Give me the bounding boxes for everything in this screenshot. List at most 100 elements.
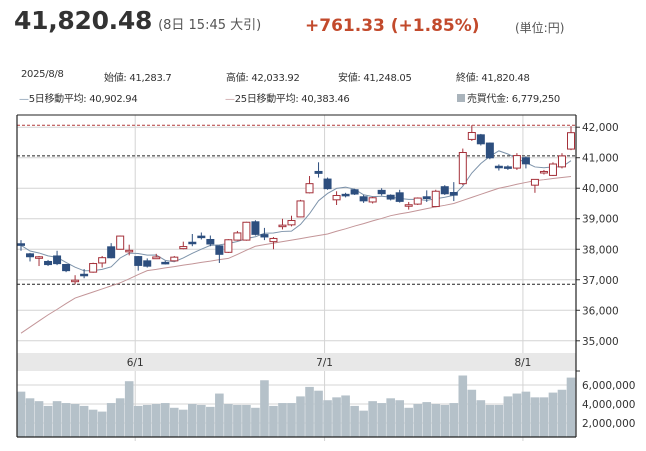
candle-body [71, 279, 80, 283]
candle-body [296, 200, 305, 218]
candle-body [341, 193, 350, 197]
legend-ma25: —25日移動平均: 40,383.46 [225, 90, 350, 105]
candle [359, 194, 368, 203]
volume-bar [133, 405, 143, 437]
candle [557, 153, 566, 169]
candle-body [224, 239, 233, 253]
candle [548, 162, 557, 177]
date-label: 7/1 [316, 357, 333, 369]
candle [404, 201, 413, 210]
candle [134, 255, 143, 271]
candle-body [179, 246, 188, 250]
candle-body [386, 194, 395, 200]
volume-bar [467, 389, 477, 437]
volume-tick-label: 6,000,000 [582, 380, 635, 392]
candle-body [449, 192, 458, 196]
volume-bar [260, 380, 269, 437]
candle-body [26, 253, 35, 258]
candle [386, 194, 395, 201]
volume-bar [215, 393, 224, 437]
date-band [17, 353, 576, 371]
candle-body [503, 166, 512, 169]
volume-bar [296, 396, 305, 437]
unit-label: (単位:円) [515, 21, 565, 35]
candle-body [35, 256, 44, 259]
candle-body [107, 246, 116, 259]
ma5-line [20, 150, 572, 272]
info-close: 終値: 41,820.48 [456, 73, 530, 84]
candle-body [206, 238, 215, 245]
volume-bar [305, 386, 314, 437]
volume-bar [188, 404, 197, 437]
candle-body [467, 132, 476, 140]
candle-body [53, 255, 62, 265]
volume-bar [566, 377, 576, 437]
candle [350, 188, 359, 195]
candle-body [143, 260, 152, 267]
candle [449, 182, 458, 202]
candle [458, 148, 467, 186]
ma25-swatch: — [225, 94, 235, 105]
volume-bar [278, 403, 287, 437]
volume-bar [449, 403, 459, 437]
candle-body [368, 197, 377, 203]
volume-bar [332, 397, 341, 437]
volume-bar [557, 389, 567, 437]
candle [206, 235, 215, 247]
volume-bar [386, 398, 395, 437]
candle [188, 234, 197, 247]
volume-bar [485, 404, 495, 437]
quote-datetime: (8日 15:45 大引) [158, 18, 262, 33]
volume-bar [413, 404, 423, 437]
candle-body [350, 189, 359, 195]
candle-body [422, 196, 431, 200]
volume-bar [440, 404, 450, 437]
volume-bar [233, 404, 242, 437]
info-high: 高値: 42,033.92 [226, 73, 300, 84]
volume-bar [503, 396, 513, 437]
volume-bar [431, 404, 441, 437]
candle [116, 235, 125, 250]
candle [323, 177, 332, 190]
volume-bar [224, 404, 233, 437]
volume-bar [251, 407, 260, 437]
volume-bar [88, 409, 98, 437]
candle-body [557, 155, 566, 168]
volume-bar [178, 409, 188, 437]
candle [26, 252, 35, 262]
volume-bar [530, 397, 540, 437]
candle [413, 197, 422, 206]
candle [422, 190, 431, 202]
candle-body [269, 237, 278, 243]
volume-bar [52, 401, 62, 437]
candle [125, 244, 134, 256]
candle [71, 275, 80, 285]
candle-body [512, 155, 521, 169]
candle [476, 133, 485, 146]
candle [332, 191, 341, 206]
candle-body [305, 183, 314, 194]
candle-body [314, 170, 323, 174]
candle-body [567, 132, 575, 150]
candle-body [485, 142, 494, 159]
volume-bar [512, 393, 522, 437]
price-tick-label: 39,000 [582, 214, 619, 226]
volume-bar [548, 392, 558, 437]
candle-body [323, 178, 332, 190]
candle [530, 178, 539, 193]
candle-body [17, 243, 25, 246]
date-label: 6/1 [127, 357, 144, 369]
candle-body [134, 256, 143, 266]
change-value: +761.33 [305, 16, 385, 36]
candle [260, 227, 269, 241]
volume-bar [70, 404, 80, 437]
candle [512, 153, 521, 170]
ma25-line [20, 176, 572, 334]
candle-body [98, 257, 107, 264]
volume-bar [341, 395, 350, 437]
candle-body [188, 241, 197, 245]
price-tick-label: 38,000 [582, 244, 619, 256]
legend-ma5-label: 5日移動平均: 40,902.94 [28, 94, 138, 105]
candle [35, 255, 44, 267]
